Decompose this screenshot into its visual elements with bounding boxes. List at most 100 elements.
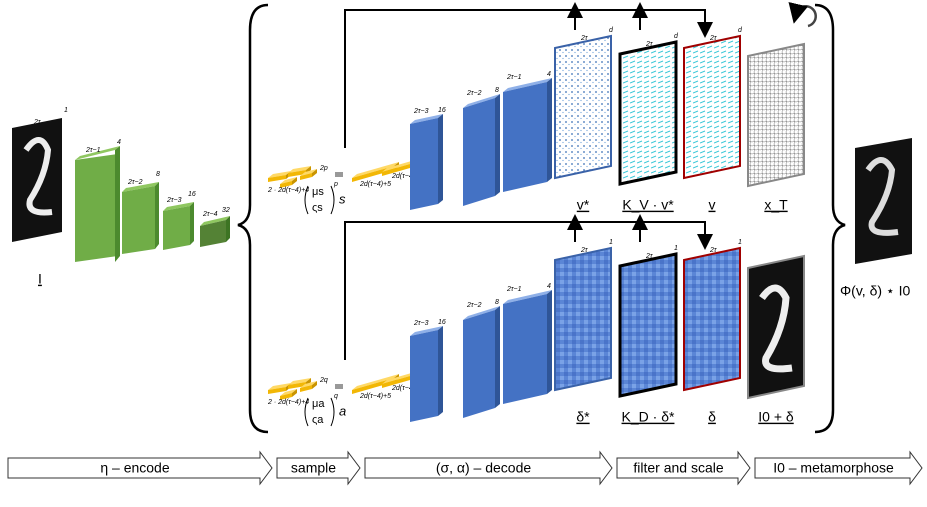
block-side xyxy=(292,177,297,185)
block-top xyxy=(410,114,443,124)
input-label: I xyxy=(38,271,42,287)
paren xyxy=(304,185,335,215)
stage-arrow xyxy=(364,450,613,486)
latent-label: s xyxy=(339,191,346,206)
dim-label: 2d(τ−4)+5 xyxy=(391,173,423,180)
size-label: 2τ−3 xyxy=(166,197,182,204)
stage-label: sample xyxy=(291,460,336,476)
dim-label: 2q xyxy=(319,377,328,384)
block-front xyxy=(300,385,312,392)
block-front xyxy=(352,378,394,394)
channel-label: 1 xyxy=(674,245,678,252)
stage-label: I0 – metamorphose xyxy=(773,460,894,476)
channel-label: 8 xyxy=(495,299,499,306)
block-front xyxy=(463,310,495,418)
block-front xyxy=(280,393,292,400)
stage-arrow xyxy=(754,450,923,486)
block-side xyxy=(438,114,443,204)
channel-label: 16 xyxy=(438,319,446,326)
block-top xyxy=(352,374,399,390)
latent-sigma: ςs xyxy=(312,202,323,214)
connector xyxy=(344,9,713,148)
panel-label: v xyxy=(709,197,716,213)
block-top xyxy=(463,94,500,108)
dim-label: q xyxy=(334,393,338,400)
output-label: Φ(v, δ) ⋆ I0 xyxy=(840,283,910,299)
block-front xyxy=(288,170,306,177)
panel-label: δ xyxy=(708,409,716,425)
channel-label: 16 xyxy=(188,191,196,198)
block-top xyxy=(410,326,443,336)
size-label: 2τ−1 xyxy=(506,74,522,81)
channel-label: 1 xyxy=(738,239,742,246)
block-top xyxy=(300,381,317,388)
stage-arrow xyxy=(616,450,751,486)
panel xyxy=(618,252,678,398)
block-top xyxy=(280,389,297,396)
block-top xyxy=(463,306,500,320)
size-label: 2τ−1 xyxy=(85,147,101,154)
dim-label: 2 · 2d(τ−4)+4 xyxy=(267,399,309,406)
stage-label: (σ, α) – decode xyxy=(436,460,532,476)
stage-arrow xyxy=(7,450,273,486)
channel-label: 4 xyxy=(547,71,551,78)
dim-label: p xyxy=(333,181,338,188)
block-side xyxy=(547,78,552,182)
latent-mu: μa xyxy=(312,398,325,410)
latent-sigma: ςa xyxy=(312,414,324,426)
dim-label: 2 · 2d(τ−4)+4 xyxy=(267,187,309,194)
size-label: 2τ−2 xyxy=(466,302,482,309)
size-label: 2τ xyxy=(580,247,588,254)
output-image xyxy=(855,138,912,264)
panel-label: I0 + δ xyxy=(758,409,794,425)
paren xyxy=(304,397,335,427)
block-side xyxy=(312,169,317,177)
input-image xyxy=(12,118,62,242)
size-label: 2τ xyxy=(709,247,717,254)
channel-label: 4 xyxy=(117,139,121,146)
panel xyxy=(683,34,741,180)
latent-sample xyxy=(335,172,343,177)
size-label: 2τ xyxy=(580,35,588,42)
size-label: 2τ−3 xyxy=(413,320,429,327)
panel-label: x_T xyxy=(764,197,788,213)
panel-label: v* xyxy=(577,197,590,213)
block-front xyxy=(503,82,547,192)
dim-label: 2d(τ−4)+5 xyxy=(359,181,391,188)
block-top xyxy=(288,378,311,385)
dim-label: 2d(τ−4)+5 xyxy=(391,385,423,392)
size-label: 2τ−1 xyxy=(506,286,522,293)
panel xyxy=(747,42,805,188)
size-label: 2τ−3 xyxy=(413,108,429,115)
block-top xyxy=(300,169,317,176)
size-label: 2τ−2 xyxy=(127,179,143,186)
block-front xyxy=(268,387,286,394)
panel-label: K_D · δ* xyxy=(622,409,675,425)
block-front xyxy=(410,330,438,422)
size-label: 2τ xyxy=(33,119,41,126)
block-front xyxy=(268,175,286,182)
block-top xyxy=(503,78,552,92)
block-front xyxy=(503,294,547,404)
right-brace xyxy=(814,3,846,434)
block-top xyxy=(280,177,297,184)
block-front xyxy=(463,98,495,206)
size-label: 2τ xyxy=(709,35,717,42)
block-top xyxy=(503,290,552,304)
block-side xyxy=(495,306,500,408)
channel-label: d xyxy=(738,27,743,34)
channel-label: 8 xyxy=(156,171,160,178)
channel-label: d xyxy=(609,27,614,34)
panel xyxy=(554,246,612,392)
encoder xyxy=(75,146,230,262)
stage-arrow xyxy=(276,450,361,486)
panel-label: K_V · v* xyxy=(622,197,674,213)
block-side xyxy=(438,326,443,416)
block-front xyxy=(280,181,292,188)
channel-label: 32 xyxy=(222,207,230,214)
size-label: 2τ xyxy=(645,253,653,260)
channel-label: 16 xyxy=(438,107,446,114)
loop-arrow xyxy=(788,1,817,28)
latent-mu: μs xyxy=(312,186,324,198)
